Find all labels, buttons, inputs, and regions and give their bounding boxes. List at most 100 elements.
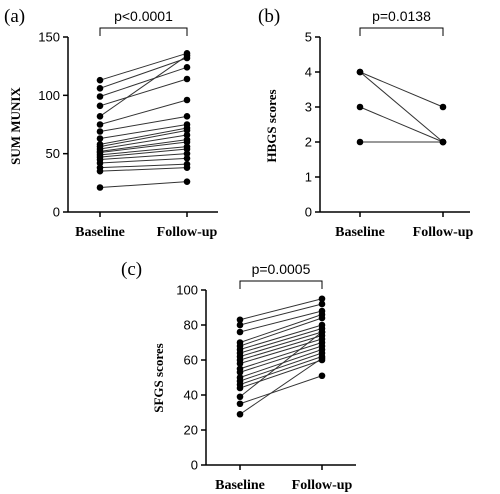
chart-panel-1: (a) 0 50 100 150 Baseline Follow-up SUM MUNIX p<… <box>4 6 218 240</box>
y-tick-label: 60 <box>184 353 198 368</box>
pair-line-2 <box>359 71 444 143</box>
pair-line-1 <box>359 71 444 108</box>
y-tick-label: 20 <box>184 423 198 438</box>
baseline-point-17 <box>96 159 104 167</box>
baseline-point-10 <box>236 360 244 367</box>
x-tick-label: Baseline <box>335 225 385 240</box>
y-axis-label: SUM MUNIX <box>8 87 23 165</box>
pair-line-6 <box>239 324 323 350</box>
y-tick-label: 0 <box>305 205 312 220</box>
pair-line-16 <box>99 153 188 160</box>
baseline-point-1 <box>96 76 104 84</box>
pair-line-10 <box>239 338 323 364</box>
baseline-point-20 <box>96 184 104 191</box>
followup-point-13 <box>183 138 191 146</box>
baseline-point-2 <box>236 321 244 329</box>
y-tick-label: 80 <box>184 318 198 333</box>
followup-point-2 <box>318 300 326 308</box>
baseline-point-19 <box>236 410 244 418</box>
pair-line-12 <box>99 139 188 152</box>
pair-line-18 <box>99 163 188 169</box>
x-tick-label: Baseline <box>215 478 265 493</box>
pair-line-15 <box>99 148 188 158</box>
p-value-label: p=0.0005 <box>252 261 311 277</box>
y-tick-label: 4 <box>305 65 312 80</box>
followup-point-16 <box>183 150 191 157</box>
pair-line-2 <box>99 57 188 89</box>
pair-line-9 <box>239 335 323 361</box>
y-tick-label: 100 <box>38 88 60 103</box>
chart-panel-2: (b) 0 1 2 3 4 5 Baseline Follow-up HBGS scores p=0… <box>258 6 474 240</box>
followup-point-7 <box>183 113 191 120</box>
followup-point-5 <box>318 314 326 322</box>
pair-line-2 <box>239 303 323 326</box>
baseline-point-4 <box>356 138 364 146</box>
significance-bracket <box>239 280 323 289</box>
followup-point-17 <box>183 155 191 162</box>
chart-panel-3: (c) 0 20 40 60 80 100 Baseline Follow-up SFGS sco… <box>121 259 356 493</box>
pair-line-1 <box>99 52 188 81</box>
followup-point-18 <box>318 372 326 380</box>
y-tick-label: 0 <box>191 458 198 473</box>
y-tick-label: 0 <box>53 205 60 220</box>
y-tick-label: 3 <box>305 100 312 115</box>
x-tick-label: Baseline <box>75 225 125 240</box>
followup-point-10 <box>183 127 191 134</box>
followup-point-20 <box>183 178 191 185</box>
pair-line-9 <box>99 127 188 145</box>
pair-line-13 <box>239 349 323 378</box>
followup-point-4 <box>439 138 447 146</box>
pair-line-7 <box>99 115 188 132</box>
pair-line-17 <box>99 157 188 164</box>
followup-point-3 <box>183 64 191 71</box>
pair-line-14 <box>99 146 188 156</box>
y-axis-label: HBGS scores <box>264 89 279 162</box>
pair-line-13 <box>99 141 188 153</box>
p-value-label: p=0.0138 <box>372 8 431 24</box>
followup-point-6 <box>183 96 191 104</box>
pair-line-8 <box>99 124 188 139</box>
baseline-point-16 <box>236 384 244 392</box>
baseline-point-3 <box>236 328 244 336</box>
baseline-point-4 <box>96 102 104 110</box>
followup-point-17 <box>318 328 326 336</box>
baseline-point-3 <box>96 93 104 100</box>
followup-point-19 <box>183 164 191 171</box>
baseline-point-2 <box>96 85 104 92</box>
y-tick-label: 150 <box>38 30 60 45</box>
pair-line-8 <box>239 331 323 357</box>
p-value-label: p<0.0001 <box>114 8 173 24</box>
pair-line-6 <box>99 99 188 125</box>
pair-line-5 <box>99 55 188 117</box>
y-axis-label: SFGS scores <box>151 343 166 412</box>
y-tick-label: 2 <box>305 135 312 150</box>
pair-line-3 <box>239 310 323 333</box>
followup-point-1 <box>439 103 447 111</box>
y-tick-label: 1 <box>305 170 312 185</box>
pair-line-19 <box>239 357 323 415</box>
y-tick-label: 5 <box>305 30 312 45</box>
baseline-point-3 <box>356 103 364 111</box>
x-tick-label: Follow-up <box>292 478 353 493</box>
pair-line-11 <box>99 134 188 150</box>
pair-line-17 <box>239 331 323 398</box>
panel-letter: (c) <box>121 259 142 280</box>
pair-line-18 <box>239 375 323 405</box>
baseline-point-17 <box>236 393 244 401</box>
followup-point-11 <box>183 131 191 139</box>
pair-line-15 <box>239 356 323 385</box>
y-tick-label: 40 <box>184 388 198 403</box>
x-tick-label: Follow-up <box>413 225 474 240</box>
baseline-point-6 <box>96 121 104 128</box>
pair-line-14 <box>239 352 323 382</box>
followup-point-5 <box>183 52 191 59</box>
baseline-point-12 <box>236 368 244 376</box>
pair-line-12 <box>239 345 323 373</box>
y-tick-label: 50 <box>46 146 60 161</box>
pair-line-10 <box>99 129 188 148</box>
pair-line-11 <box>239 342 323 370</box>
baseline-point-1 <box>236 316 244 324</box>
followup-point-1 <box>318 295 326 303</box>
followup-point-15 <box>183 145 191 153</box>
